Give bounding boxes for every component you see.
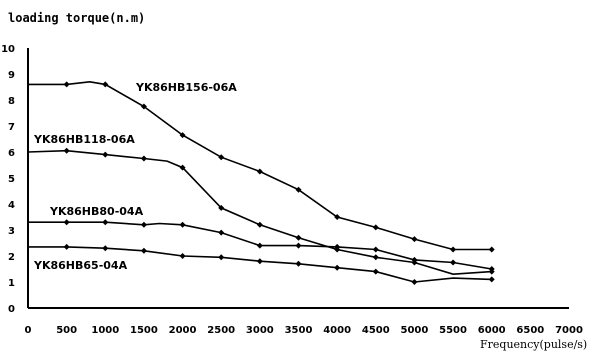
data-point-yk86hb80-04a	[488, 266, 495, 272]
data-point-yk86hb118-06a	[295, 234, 302, 241]
axes	[27, 48, 569, 309]
x-tick-label: 500	[56, 325, 77, 336]
y-tick-label: 4	[8, 200, 15, 211]
y-tick-label: 5	[8, 174, 15, 185]
data-point-yk86hb156-06a	[372, 224, 379, 231]
y-tick-label: 8	[8, 96, 15, 107]
x-tick-label: 3500	[285, 325, 313, 336]
data-point-yk86hb65-04a	[334, 264, 341, 271]
data-point-yk86hb80-04a	[372, 246, 379, 253]
data-point-yk86hb80-04a	[140, 221, 147, 228]
data-point-yk86hb118-06a	[179, 164, 186, 171]
series-label-yk86hb65-04a: YK86HB65-04A	[33, 259, 128, 272]
y-tick-label: 7	[8, 122, 15, 133]
data-point-yk86hb118-06a	[140, 155, 147, 162]
x-tick-label: 1500	[130, 325, 158, 336]
x-tick-label: 4500	[362, 325, 390, 336]
series-label-yk86hb80-04a: YK86HB80-04A	[49, 205, 144, 218]
y-tick-label: 0	[8, 304, 15, 315]
x-tick-label: 7000	[555, 325, 583, 336]
x-tick-label: 1000	[91, 325, 119, 336]
x-tick-label: 0	[25, 325, 32, 336]
data-point-yk86hb118-06a	[102, 151, 109, 158]
data-point-yk86hb156-06a	[488, 246, 495, 253]
y-tick-label: 1	[8, 278, 15, 289]
series-line-yk86hb118-06a	[27, 149, 492, 276]
data-point-yk86hb65-04a	[295, 260, 302, 267]
data-point-yk86hb80-04a	[218, 229, 225, 236]
data-point-yk86hb65-04a	[140, 247, 147, 254]
data-point-yk86hb156-06a	[295, 186, 302, 193]
data-point-yk86hb80-04a	[256, 242, 263, 249]
data-point-yk86hb156-06a	[218, 154, 225, 161]
data-point-yk86hb156-06a	[140, 103, 147, 110]
y-tick-label: 9	[8, 70, 15, 81]
y-tick-label: 10	[1, 44, 15, 55]
y-tick-label: 3	[8, 226, 15, 237]
data-point-yk86hb65-04a	[179, 253, 186, 259]
x-tick-label: 6500	[516, 325, 544, 336]
data-point-yk86hb80-04a	[179, 221, 186, 228]
x-axis-label: Frequency(pulse/s)	[480, 338, 587, 351]
data-point-yk86hb65-04a	[372, 268, 379, 275]
data-point-yk86hb156-06a	[334, 214, 341, 220]
y-tick-label: 2	[8, 252, 15, 263]
data-point-yk86hb80-04a	[411, 256, 418, 263]
x-tick-label: 5000	[401, 325, 429, 336]
x-tick-label: 4000	[323, 325, 351, 336]
data-point-yk86hb118-06a	[256, 221, 263, 228]
data-point-yk86hb65-04a	[63, 243, 70, 250]
data-point-yk86hb156-06a	[102, 81, 109, 88]
series-markers	[63, 81, 495, 285]
x-tick-label: 3000	[246, 325, 274, 336]
data-point-yk86hb156-06a	[450, 246, 457, 253]
data-point-yk86hb65-04a	[488, 276, 495, 283]
y-tick-label: 6	[8, 148, 15, 159]
data-point-yk86hb80-04a	[295, 242, 302, 249]
series-lines	[27, 80, 492, 283]
data-point-yk86hb80-04a	[102, 219, 109, 226]
series-line-yk86hb156-06a	[28, 80, 492, 251]
y-tick-labels: 0 1 2 3 4 5 6 7 8 9 10	[1, 44, 15, 315]
data-point-yk86hb65-04a	[102, 245, 109, 252]
data-point-yk86hb80-04a	[63, 219, 70, 226]
data-point-yk86hb156-06a	[411, 236, 418, 243]
data-point-yk86hb118-06a	[372, 254, 379, 261]
data-point-yk86hb65-04a	[411, 279, 418, 285]
x-tick-label: 6000	[478, 325, 506, 336]
data-point-yk86hb156-06a	[256, 168, 263, 175]
data-point-yk86hb156-06a	[63, 81, 70, 88]
data-point-yk86hb118-06a	[218, 204, 225, 211]
data-point-yk86hb65-04a	[218, 254, 225, 261]
data-point-yk86hb80-04a	[450, 259, 457, 266]
y-axis-label: loading torque(n.m)	[8, 11, 145, 25]
x-tick-label: 2000	[169, 325, 197, 336]
x-tick-label: 5500	[439, 325, 467, 336]
data-point-yk86hb80-04a	[334, 243, 341, 250]
x-tick-labels: 0 500 1000 1500 2000 2500 3000 3500 4000 4500 5000…	[25, 325, 583, 336]
series-label-yk86hb118-06a: YK86HB118-06A	[33, 133, 135, 146]
data-point-yk86hb156-06a	[179, 132, 186, 139]
series-label-yk86hb156-06a: YK86HB156-06A	[135, 81, 237, 94]
data-point-yk86hb65-04a	[256, 258, 263, 265]
x-tick-label: 2500	[207, 325, 235, 336]
data-point-yk86hb118-06a	[63, 147, 70, 154]
